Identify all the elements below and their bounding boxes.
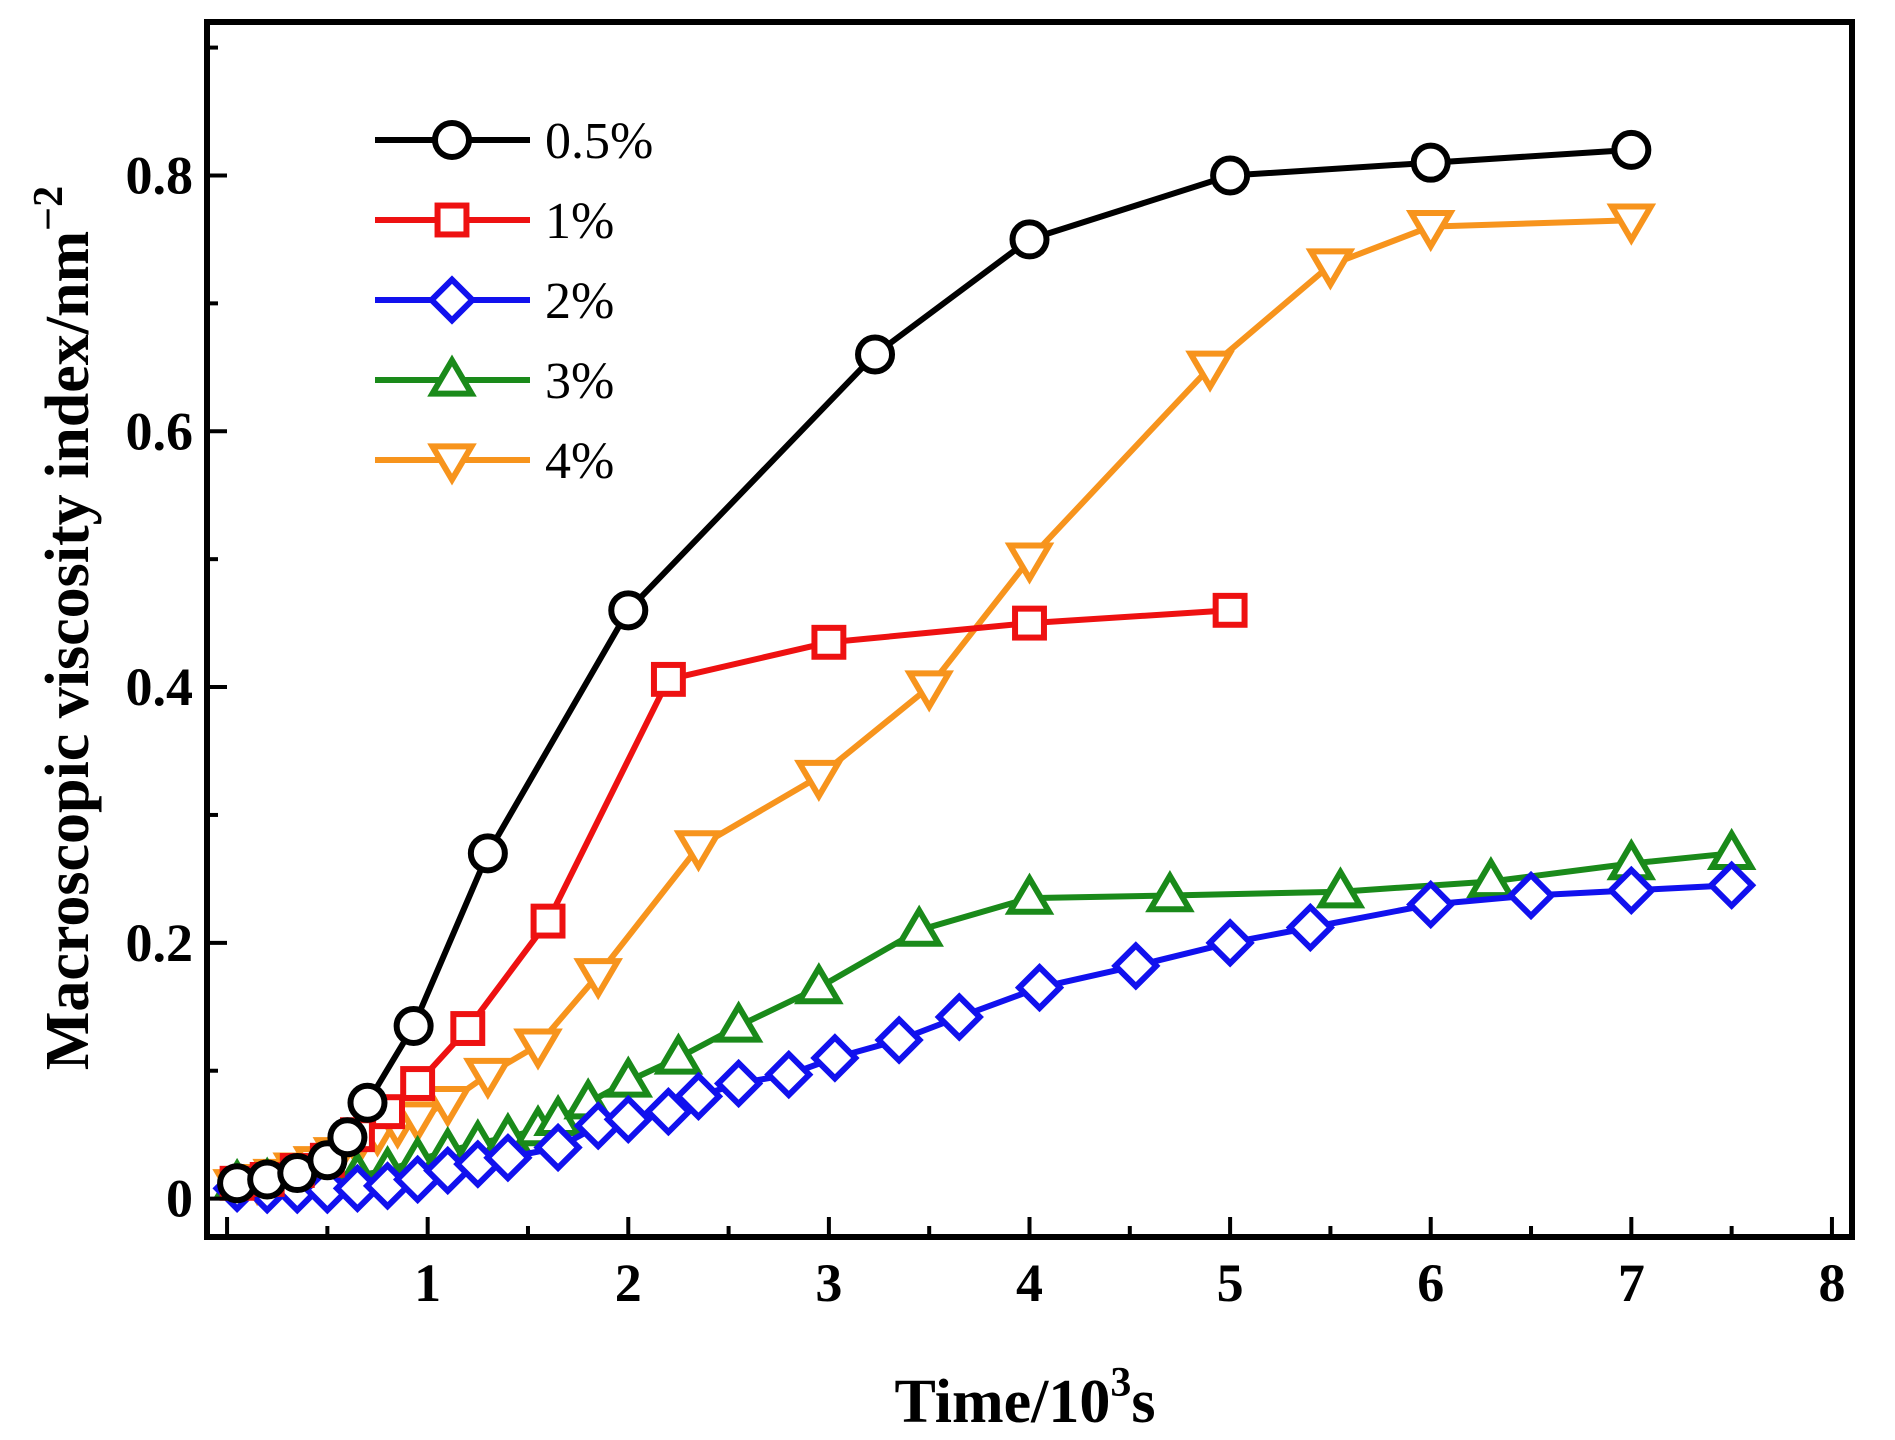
data-point [904, 670, 954, 713]
data-point [573, 958, 623, 1001]
y-tick-label: 0 [166, 1169, 193, 1229]
data-point [934, 992, 984, 1042]
x-axis-title-suffix: s [1131, 1368, 1155, 1436]
legend-label: 3% [545, 353, 614, 410]
data-point [1111, 941, 1161, 991]
data-point [467, 833, 508, 874]
data-point [1506, 870, 1556, 921]
legend-marker [427, 275, 477, 325]
data-point [1606, 203, 1657, 246]
data-point [1185, 350, 1235, 393]
data-point [1706, 860, 1757, 910]
data-point [393, 1005, 434, 1046]
data-point [1145, 870, 1195, 913]
data-point [1305, 248, 1356, 291]
x-tick-label: 3 [815, 1253, 842, 1313]
data-point [1004, 872, 1055, 915]
legend-label: 1% [545, 193, 614, 250]
legend-entry: 3% [375, 353, 614, 410]
legend-entry: 1% [375, 193, 614, 250]
data-point [422, 1086, 473, 1129]
series-0.5% [217, 129, 1652, 1204]
data-point [1410, 142, 1451, 183]
x-tick-label: 4 [1016, 1253, 1043, 1313]
data-point [513, 1028, 563, 1071]
data-point [603, 1055, 654, 1098]
data-point [673, 1071, 724, 1121]
data-point [1611, 129, 1652, 170]
data-point [1014, 962, 1065, 1013]
data-point [713, 1058, 764, 1109]
data-point [1466, 855, 1516, 899]
data-point [713, 1000, 764, 1043]
legend-marker [432, 120, 472, 160]
data-point [1406, 879, 1456, 930]
y-axis-title: Macroscopic viscosity index/nm−2 [26, 186, 102, 1070]
data-point [1205, 918, 1255, 968]
data-point [1315, 866, 1366, 909]
x-tick-label: 7 [1618, 1253, 1645, 1313]
data-point [855, 334, 896, 375]
data-point [392, 1101, 443, 1144]
data-point [764, 1049, 814, 1100]
data-point [794, 962, 844, 1005]
data-point [650, 661, 686, 697]
y-tick-label: 0.6 [126, 401, 194, 461]
data-point [1606, 865, 1656, 916]
y-tick-label: 0.2 [126, 913, 194, 973]
data-point [1405, 209, 1456, 253]
y-axis-title-sup: −2 [26, 186, 72, 231]
y-axis-title-main: Macroscopic viscosity index/nm [34, 231, 102, 1070]
data-point [608, 590, 649, 631]
data-point [1009, 219, 1050, 260]
data-point [463, 1057, 513, 1101]
series-layer [212, 129, 1757, 1215]
data-point [1210, 155, 1251, 196]
legend-marker [427, 443, 477, 486]
data-point [1004, 542, 1055, 585]
x-tick-label: 5 [1217, 1253, 1244, 1313]
data-point [400, 1066, 436, 1101]
data-point [894, 904, 944, 947]
data-point [1212, 592, 1248, 628]
data-point [450, 1011, 486, 1046]
data-point [653, 1032, 704, 1075]
legend-label: 4% [545, 433, 614, 490]
x-axis-title-main: Time/10 [895, 1368, 1111, 1436]
y-tick-label: 0.4 [126, 657, 194, 717]
legend: 0.5% 1% 2% 3% 4% [375, 113, 653, 490]
legend-marker [434, 202, 470, 238]
data-point [533, 1122, 583, 1173]
ticks-layer: 1 2 3 4 5 6 7 8 0 0.2 0.4 0.6 0.8 [126, 45, 1845, 1313]
x-tick-label: 2 [615, 1253, 642, 1313]
legend-entry: 0.5% [375, 113, 653, 170]
legend-entry: 4% [375, 433, 614, 490]
legend-label: 2% [545, 273, 614, 330]
x-axis-title: Time/103s [895, 1360, 1156, 1436]
legend-label: 0.5% [545, 113, 653, 170]
data-point [327, 1117, 368, 1158]
data-point [810, 1033, 860, 1083]
y-tick-label: 0.8 [126, 145, 194, 205]
data-point [811, 624, 847, 660]
data-point [1012, 605, 1047, 641]
legend-entry: 2% [375, 273, 614, 330]
series-4% [212, 203, 1657, 1212]
data-point [643, 1087, 694, 1137]
data-point [347, 1082, 388, 1123]
data-point [603, 1094, 653, 1144]
data-point [794, 759, 844, 803]
series-2% [212, 860, 1757, 1215]
x-tick-label: 6 [1417, 1253, 1444, 1313]
legend-marker [427, 354, 477, 397]
data-point [874, 1015, 924, 1065]
data-point [673, 830, 724, 873]
x-axis-title-sup: 3 [1110, 1360, 1131, 1406]
data-point [1285, 902, 1335, 953]
x-tick-label: 8 [1818, 1253, 1845, 1313]
data-point [530, 903, 566, 939]
data-point [483, 1133, 533, 1183]
x-tick-label: 1 [414, 1253, 441, 1313]
